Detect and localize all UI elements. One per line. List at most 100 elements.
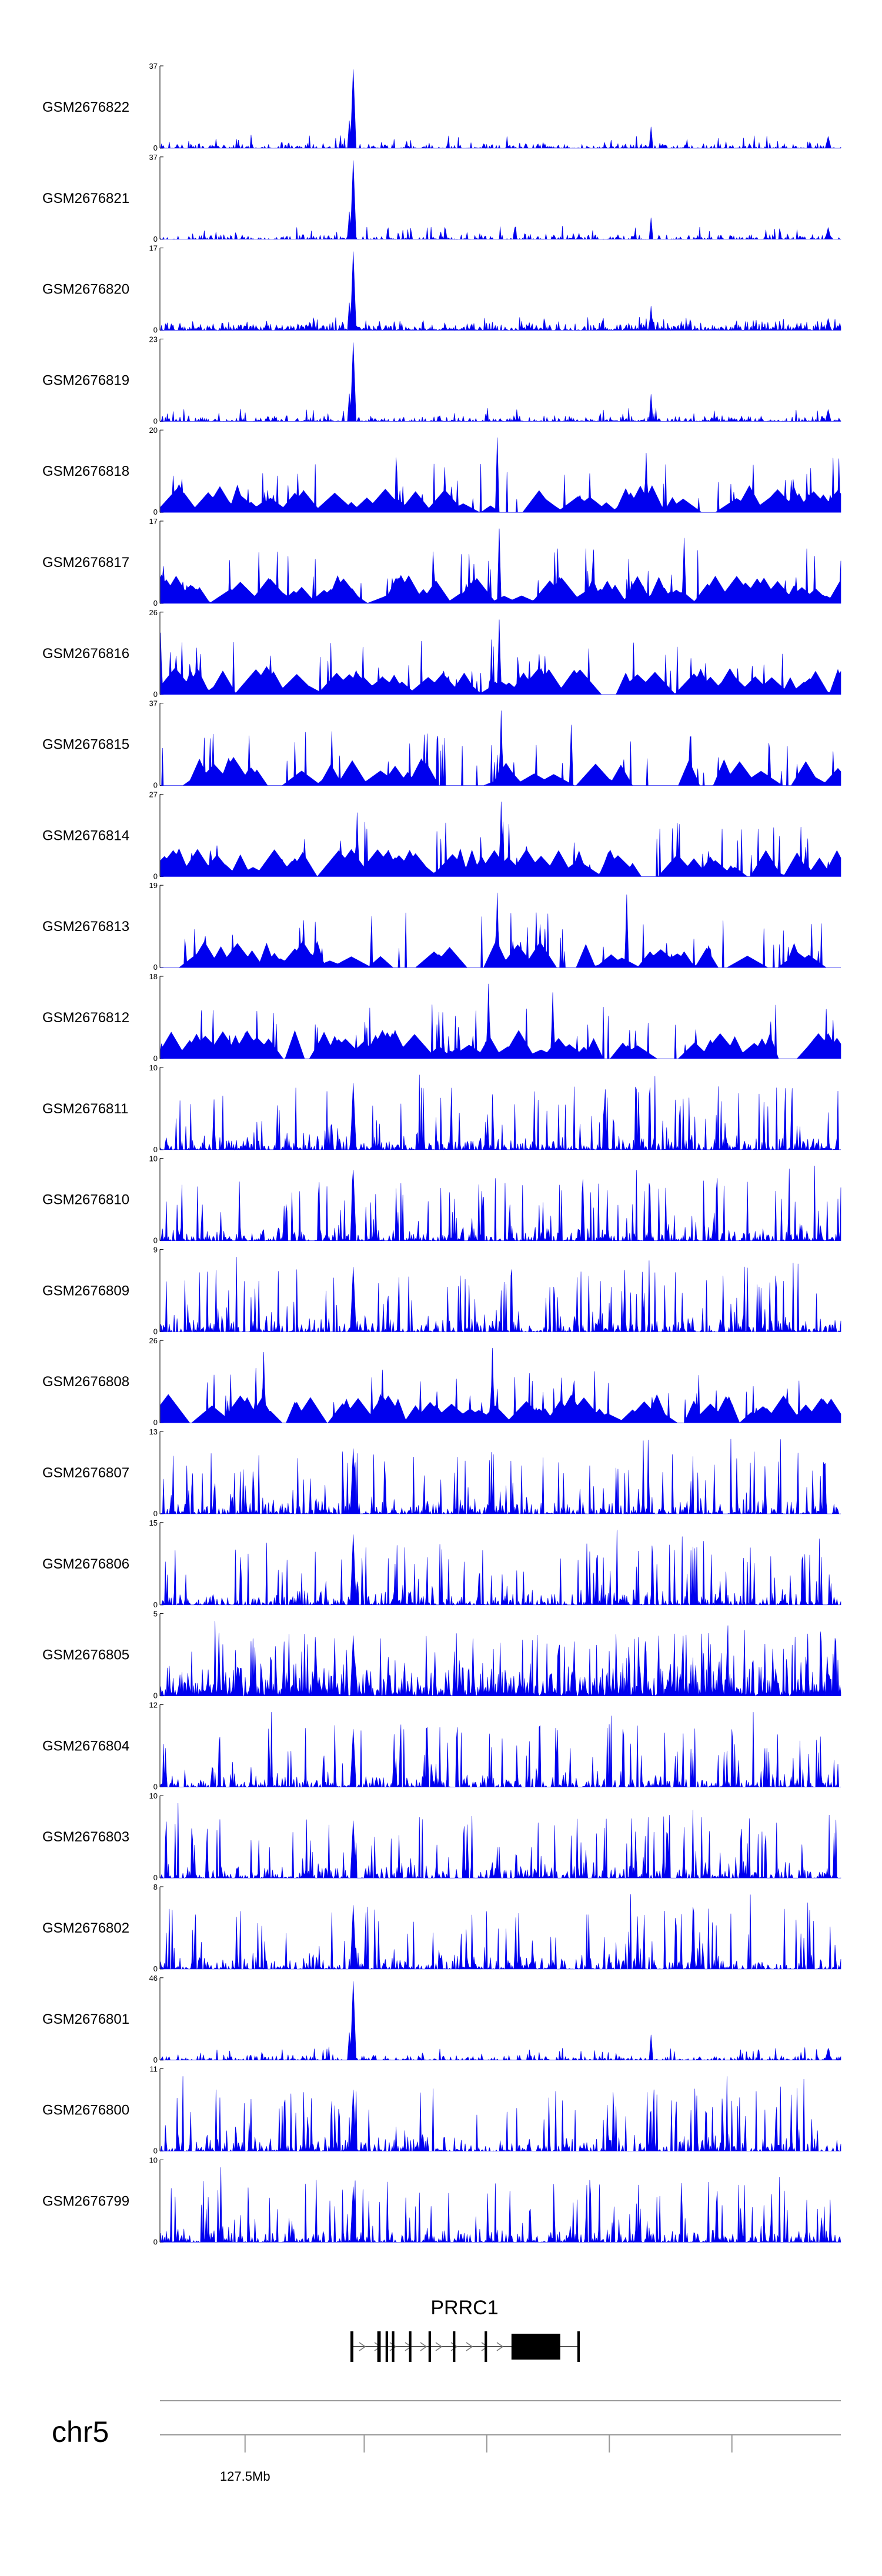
strand-arrow [359, 2342, 366, 2351]
coverage-track: GSM2676803 10 0 [42, 1791, 841, 1882]
y-min-label: 0 [153, 416, 158, 425]
coverage-area [160, 2167, 841, 2243]
gene-exon [428, 2331, 431, 2362]
track-label: GSM2676803 [42, 1829, 129, 1845]
coverage-area [160, 802, 841, 877]
y-min-label: 0 [153, 1236, 158, 1245]
coverage-area [160, 69, 841, 149]
coverage-area [160, 2076, 841, 2152]
y-min-label: 0 [153, 1964, 158, 1973]
y-min-label: 0 [153, 2237, 158, 2246]
coverage-track: GSM2676806 15 0 [42, 1519, 841, 1609]
y-min-label: 0 [153, 326, 158, 335]
y-max-label: 8 [153, 1883, 158, 1891]
track-label: GSM2676799 [42, 2193, 129, 2209]
coverage-track: GSM2676816 26 0 [42, 608, 841, 699]
y-max-label: 10 [149, 1063, 158, 1072]
track-label: GSM2676808 [42, 1374, 129, 1390]
y-min-label: 0 [153, 1873, 158, 1882]
coverage-track: GSM2676815 37 0 [42, 699, 841, 790]
coverage-tracks: GSM2676822370GSM2676821370GSM2676820170G… [42, 62, 841, 2246]
track-label: GSM2676816 [42, 646, 129, 662]
y-max-label: 26 [149, 608, 158, 617]
y-max-label: 19 [149, 881, 158, 890]
y-max-label: 18 [149, 972, 158, 981]
y-max-label: 5 [153, 1610, 158, 1619]
coverage-area [160, 1347, 841, 1423]
y-max-label: 10 [149, 1154, 158, 1163]
coverage-track: GSM2676799 10 0 [42, 2155, 841, 2246]
y-min-label: 0 [153, 872, 158, 880]
track-label: GSM2676800 [42, 2103, 129, 2118]
track-label: GSM2676817 [42, 555, 129, 570]
chromosome-axis: chr5 127.5Mb [52, 2400, 841, 2484]
y-max-label: 15 [149, 1519, 158, 1527]
y-max-label: 10 [149, 1791, 158, 1800]
y-min-label: 0 [153, 144, 158, 152]
track-label: GSM2676807 [42, 1465, 129, 1481]
coverage-area [160, 619, 841, 695]
y-min-label: 0 [153, 690, 158, 699]
strand-arrow [481, 2342, 489, 2351]
strand-arrow [466, 2342, 473, 2351]
y-min-label: 0 [153, 963, 158, 972]
coverage-track: GSM2676800 11 0 [42, 2065, 841, 2155]
coverage-area [161, 1530, 841, 1606]
gene-exon [377, 2331, 381, 2362]
y-max-label: 10 [149, 2155, 158, 2164]
track-label: GSM2676814 [42, 827, 129, 843]
gene-exon [577, 2331, 580, 2362]
track-label: GSM2676820 [42, 282, 129, 298]
y-min-label: 0 [153, 1600, 158, 1609]
y-max-label: 9 [153, 1245, 158, 1254]
coverage-track: GSM2676808 26 0 [42, 1336, 841, 1427]
track-label: GSM2676815 [42, 737, 129, 753]
coverage-area [160, 1075, 841, 1150]
axis-tick-label: 127.5Mb [220, 2469, 270, 2484]
coverage-area [160, 342, 841, 422]
y-min-label: 0 [153, 2056, 158, 2064]
y-min-label: 0 [153, 235, 158, 243]
gene-exon [392, 2331, 395, 2362]
y-max-label: 26 [149, 1336, 158, 1345]
y-max-label: 23 [149, 335, 158, 343]
y-min-label: 0 [153, 1782, 158, 1791]
gene-exon [453, 2331, 456, 2362]
strand-arrow [420, 2342, 427, 2351]
track-label: GSM2676811 [42, 1101, 128, 1117]
coverage-track: GSM2676819 23 0 [42, 335, 841, 425]
y-max-label: 27 [149, 790, 158, 799]
coverage-area [161, 710, 841, 786]
track-label: GSM2676806 [42, 1556, 129, 1572]
y-min-label: 0 [153, 781, 158, 790]
track-label: GSM2676821 [42, 191, 129, 206]
gene-exon [511, 2334, 560, 2360]
coverage-track: GSM2676822 37 0 [42, 62, 841, 152]
strand-arrow [435, 2342, 443, 2351]
coverage-area [161, 892, 841, 968]
coverage-area [160, 1166, 841, 1242]
coverage-area [160, 251, 841, 331]
coverage-track: GSM2676811 10 0 [42, 1063, 841, 1154]
y-min-label: 0 [153, 1418, 158, 1427]
coverage-area [160, 1894, 841, 1970]
track-label: GSM2676812 [42, 1010, 129, 1026]
track-label: GSM2676818 [42, 463, 129, 479]
coverage-area [160, 160, 841, 240]
y-max-label: 13 [149, 1427, 158, 1436]
coverage-area [160, 437, 841, 513]
coverage-track: GSM2676801 46 0 [42, 1974, 841, 2064]
coverage-track: GSM2676807 13 0 [42, 1427, 841, 1518]
gene-exon [385, 2331, 388, 2362]
y-max-label: 17 [149, 244, 158, 253]
gene-exon [350, 2331, 353, 2362]
coverage-area [160, 1439, 841, 1515]
track-label: GSM2676810 [42, 1192, 129, 1208]
coverage-track: GSM2676820 17 0 [42, 244, 841, 335]
y-max-label: 17 [149, 517, 158, 526]
coverage-area [160, 528, 841, 604]
y-max-label: 37 [149, 62, 158, 71]
y-min-label: 0 [153, 1145, 158, 1154]
track-label: GSM2676822 [42, 99, 129, 115]
